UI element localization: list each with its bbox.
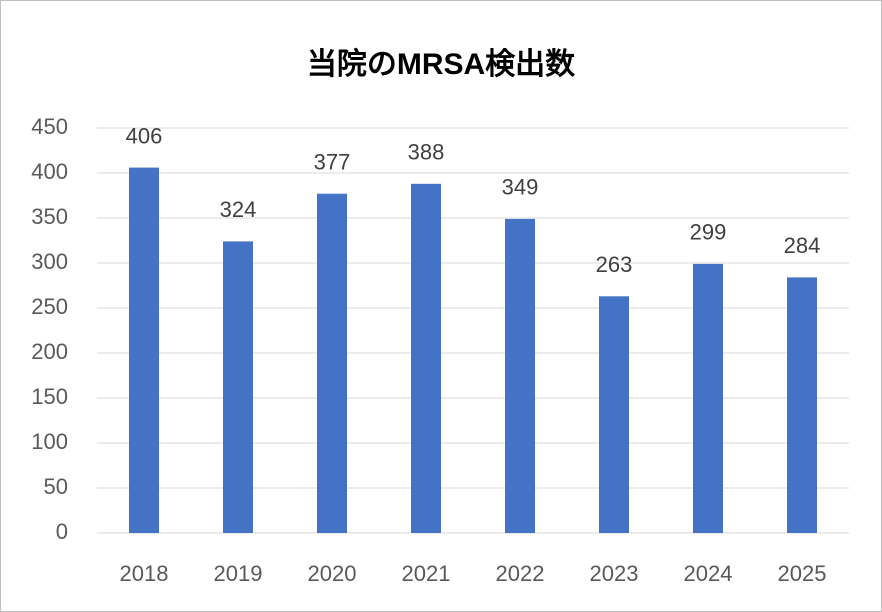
bar xyxy=(411,183,441,534)
data-label: 263 xyxy=(596,252,633,277)
chart-title: 当院のMRSA検出数 xyxy=(307,47,576,81)
data-label: 377 xyxy=(314,150,351,175)
x-tick-label: 2022 xyxy=(496,561,545,586)
bar xyxy=(787,277,817,533)
bar xyxy=(693,263,723,533)
y-tick-label: 0 xyxy=(56,519,68,544)
y-tick-label: 250 xyxy=(31,294,68,319)
bar xyxy=(223,241,253,533)
y-tick-label: 300 xyxy=(31,249,68,274)
bar xyxy=(599,296,629,533)
bar xyxy=(317,193,347,533)
x-tick-label: 2023 xyxy=(590,561,639,586)
y-tick-label: 200 xyxy=(31,339,68,364)
y-tick-label: 50 xyxy=(44,474,68,499)
data-label: 349 xyxy=(502,175,539,200)
data-label: 406 xyxy=(126,123,163,148)
bar xyxy=(505,218,535,533)
y-tick-label: 100 xyxy=(31,429,68,454)
x-tick-label: 2019 xyxy=(214,561,263,586)
data-label: 388 xyxy=(408,140,445,165)
data-label: 284 xyxy=(784,233,821,258)
data-label: 324 xyxy=(220,197,257,222)
x-tick-label: 2025 xyxy=(778,561,827,586)
data-label: 299 xyxy=(690,220,727,245)
x-tick-label: 2018 xyxy=(120,561,169,586)
y-tick-label: 150 xyxy=(31,384,68,409)
x-tick-label: 2021 xyxy=(402,561,451,586)
y-tick-label: 350 xyxy=(31,204,68,229)
y-tick-label: 400 xyxy=(31,159,68,184)
x-tick-label: 2020 xyxy=(308,561,357,586)
x-tick-label: 2024 xyxy=(684,561,733,586)
y-tick-label: 450 xyxy=(31,114,68,139)
bar xyxy=(129,167,159,533)
